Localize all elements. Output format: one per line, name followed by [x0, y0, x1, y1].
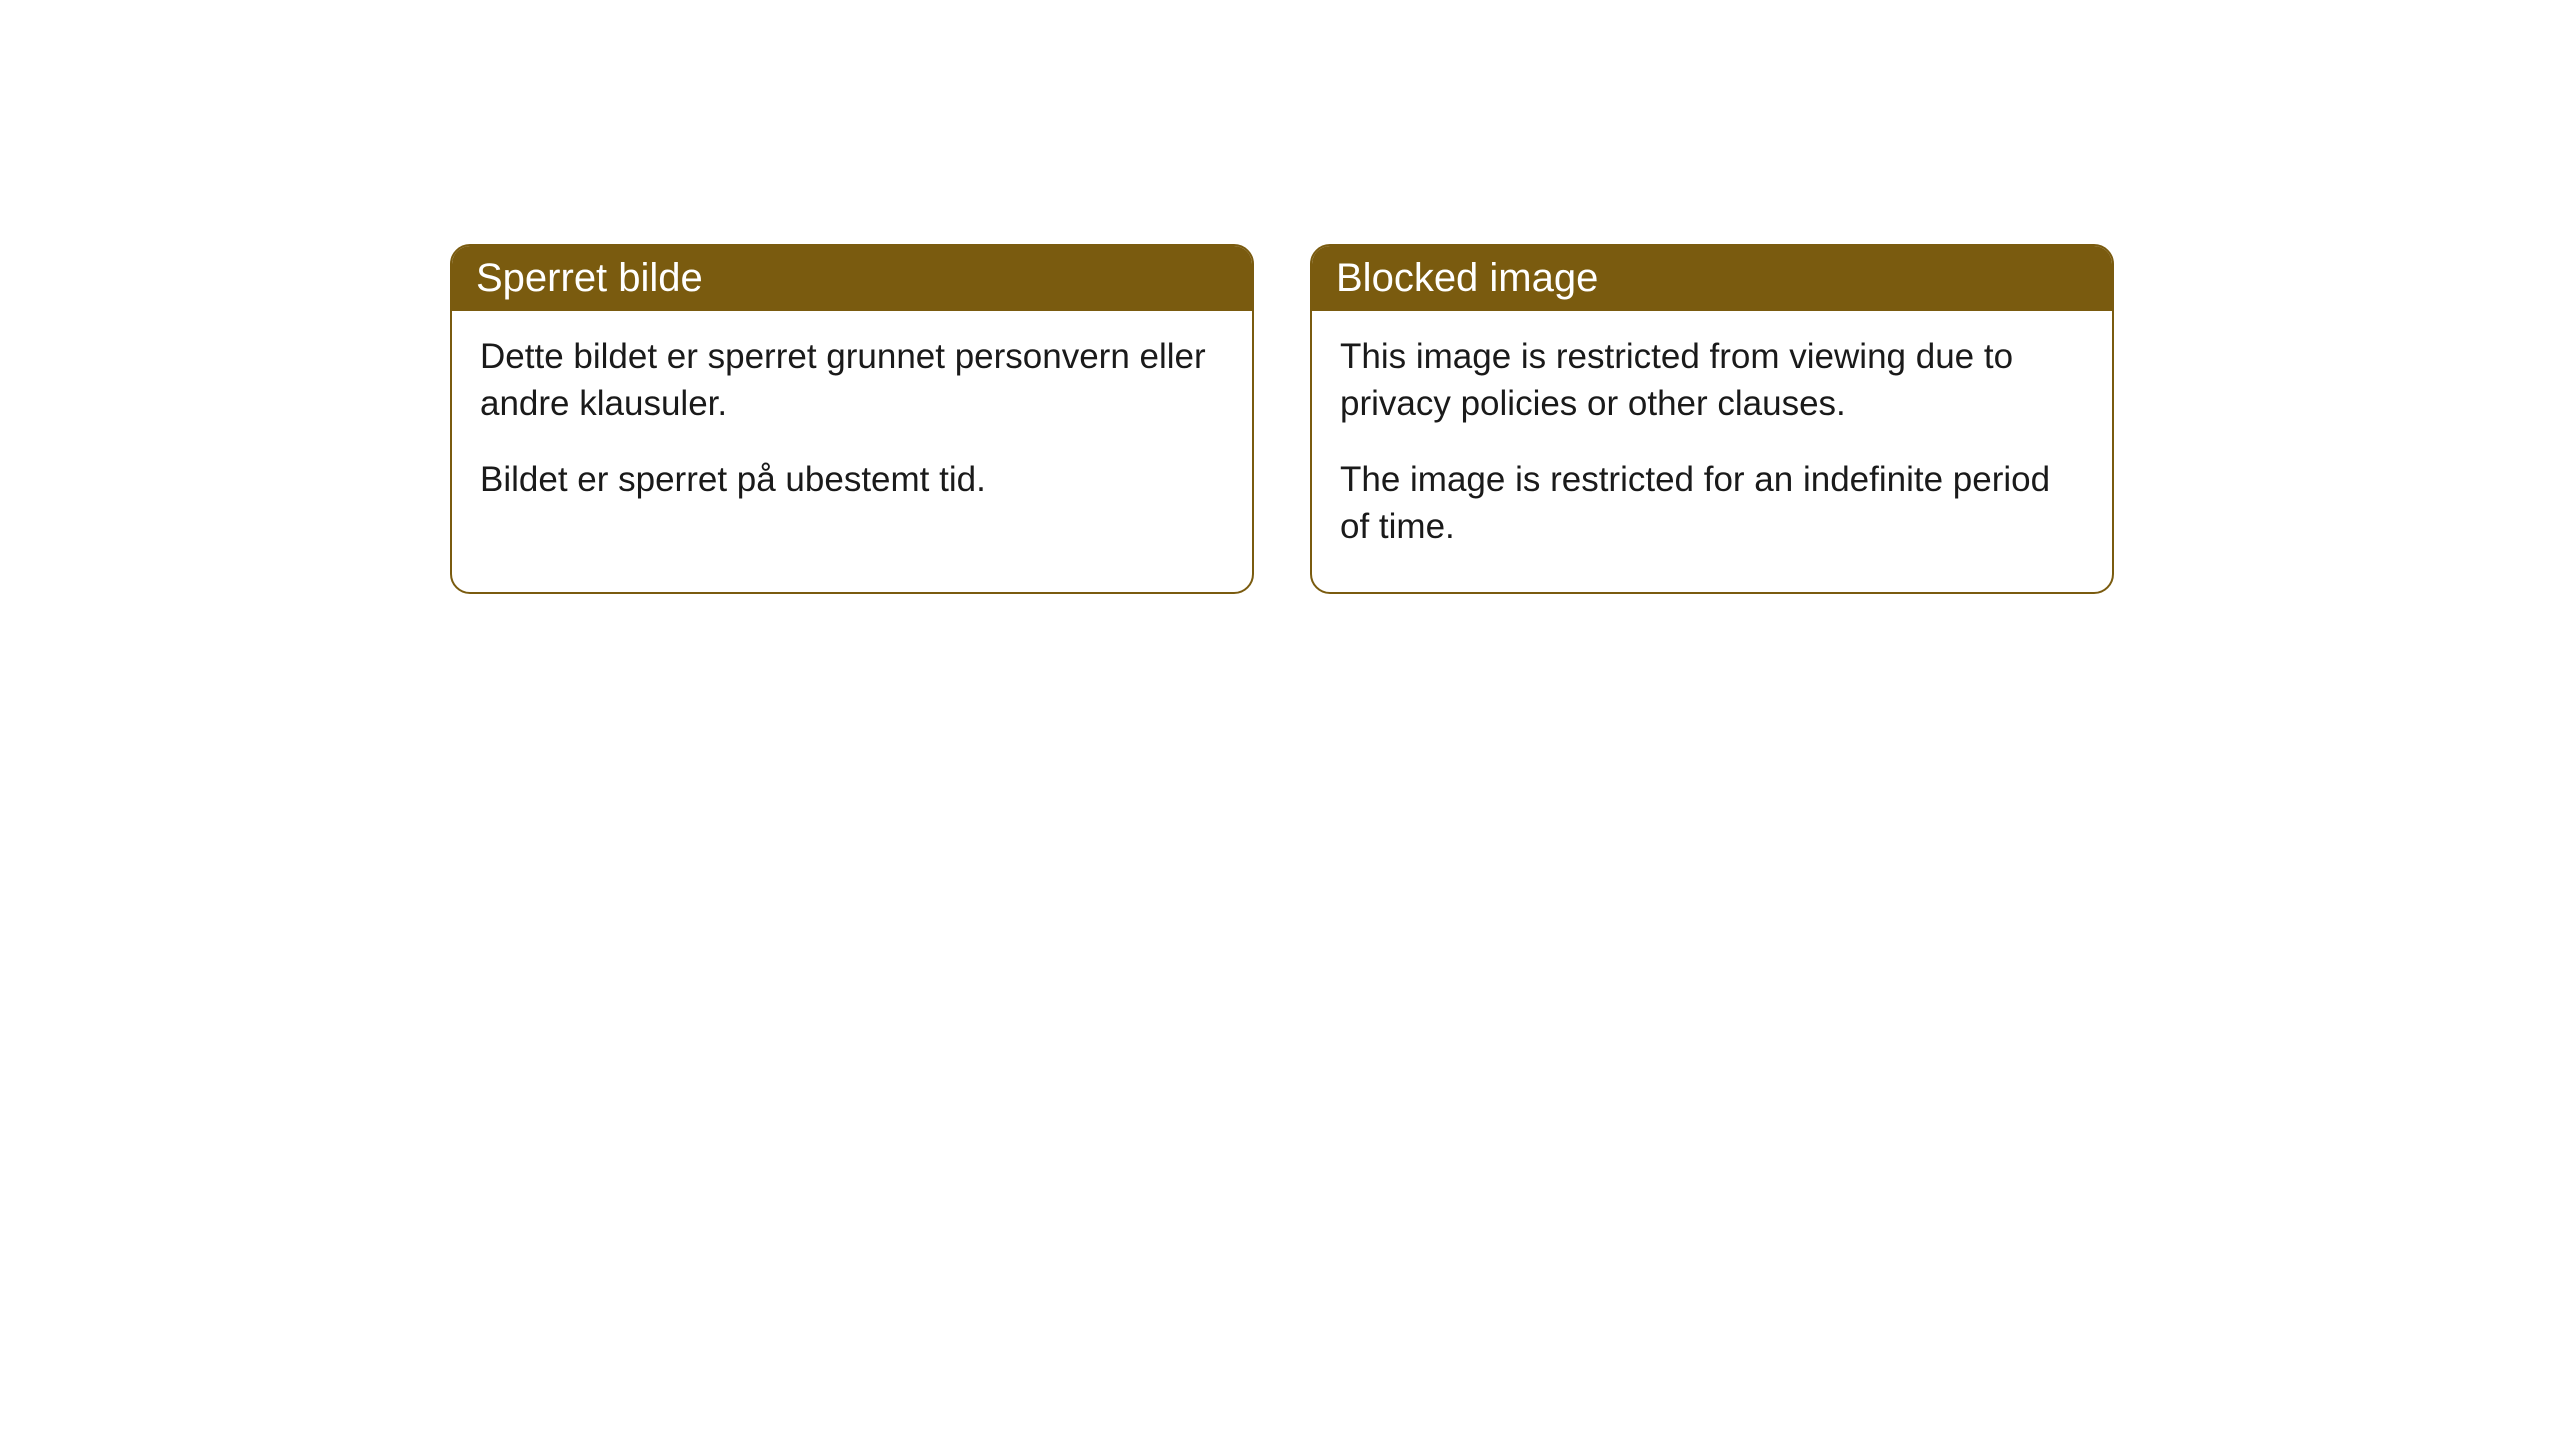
card-title: Blocked image: [1336, 256, 1598, 300]
card-header: Blocked image: [1312, 246, 2112, 311]
notice-card-norwegian: Sperret bilde Dette bildet er sperret gr…: [450, 244, 1254, 594]
notice-card-english: Blocked image This image is restricted f…: [1310, 244, 2114, 594]
card-paragraph: This image is restricted from viewing du…: [1340, 333, 2084, 428]
card-paragraph: Dette bildet er sperret grunnet personve…: [480, 333, 1224, 428]
card-title: Sperret bilde: [476, 256, 703, 300]
card-body: This image is restricted from viewing du…: [1312, 311, 2112, 592]
card-body: Dette bildet er sperret grunnet personve…: [452, 311, 1252, 545]
card-paragraph: The image is restricted for an indefinit…: [1340, 456, 2084, 551]
card-header: Sperret bilde: [452, 246, 1252, 311]
card-paragraph: Bildet er sperret på ubestemt tid.: [480, 456, 1224, 503]
notice-container: Sperret bilde Dette bildet er sperret gr…: [0, 0, 2560, 594]
